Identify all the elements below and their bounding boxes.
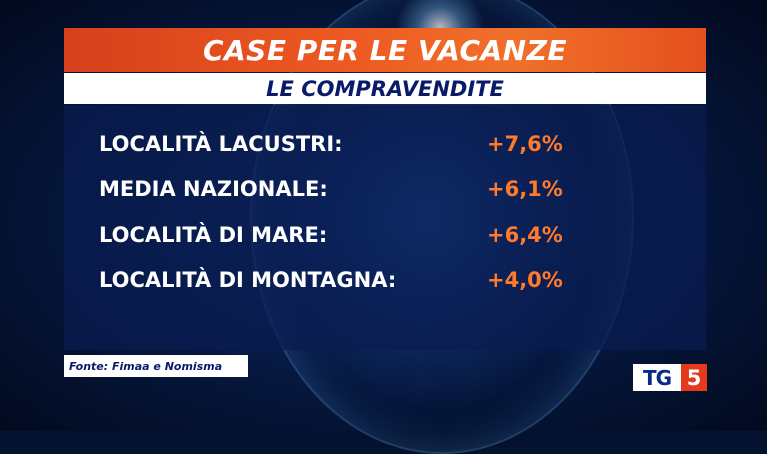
stat-label: LOCALITÀ LACUSTRI: bbox=[99, 132, 343, 156]
source-caption: Fonte: Fimaa e Nomisma bbox=[64, 355, 248, 377]
logo-letters: TG bbox=[633, 364, 681, 391]
stat-row-lacustri: LOCALITÀ LACUSTRI: +7,6% bbox=[99, 132, 699, 162]
stat-value: +6,1% bbox=[487, 177, 563, 201]
source-text: Fonte: Fimaa e Nomisma bbox=[69, 359, 223, 373]
stat-value: +7,6% bbox=[487, 132, 563, 156]
stat-label: LOCALITÀ DI MONTAGNA: bbox=[99, 268, 397, 292]
stat-value: +6,4% bbox=[487, 223, 563, 247]
stat-row-montagna: LOCALITÀ DI MONTAGNA: +4,0% bbox=[99, 268, 699, 298]
page-title: CASE PER LE VACANZE bbox=[202, 33, 568, 67]
stat-label: LOCALITÀ DI MARE: bbox=[99, 223, 328, 247]
stat-label: MEDIA NAZIONALE: bbox=[99, 177, 328, 201]
stats-panel: LOCALITÀ LACUSTRI: +7,6% MEDIA NAZIONALE… bbox=[64, 105, 706, 350]
tg5-logo: TG 5 bbox=[633, 364, 707, 391]
subtitle-banner: LE COMPRAVENDITE bbox=[64, 73, 706, 104]
stat-row-mare: LOCALITÀ DI MARE: +6,4% bbox=[99, 223, 699, 253]
page-subtitle: LE COMPRAVENDITE bbox=[266, 76, 504, 101]
logo-number: 5 bbox=[681, 364, 707, 391]
stat-value: +4,0% bbox=[487, 268, 563, 292]
title-banner: CASE PER LE VACANZE bbox=[64, 28, 706, 72]
stat-row-media-nazionale: MEDIA NAZIONALE: +6,1% bbox=[99, 177, 699, 207]
